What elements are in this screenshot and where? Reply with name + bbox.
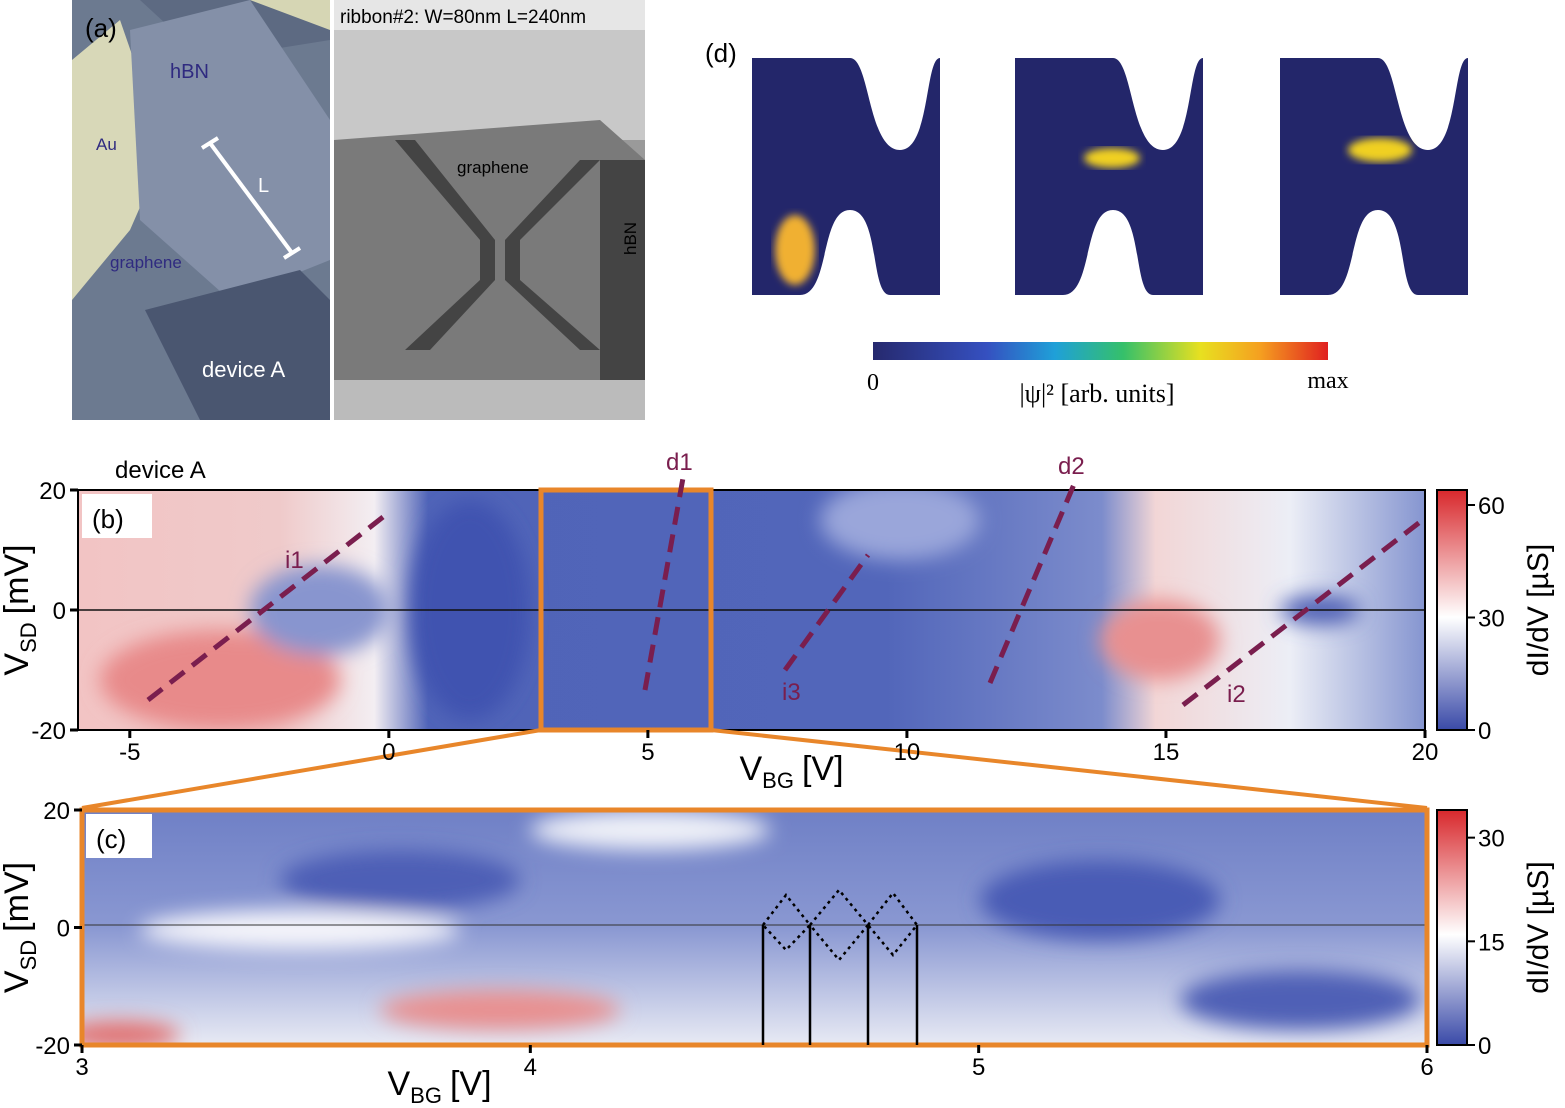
colorbar-min: 0	[867, 370, 879, 396]
annotation: d2	[1058, 453, 1085, 480]
panel-label: (c)	[96, 824, 126, 854]
colorbar-label: dI/dV [µS]	[1522, 544, 1555, 676]
label-main: V	[0, 653, 36, 676]
y-tick-label: 0	[53, 598, 66, 625]
label-unit: [mV]	[0, 544, 36, 614]
x-tick-label: 6	[1420, 1054, 1433, 1081]
afm-image	[334, 0, 645, 420]
zoom-connector	[81, 728, 542, 810]
x-tick-label: 5	[972, 1054, 985, 1081]
label-device: device A	[202, 357, 285, 382]
label-bg	[86, 814, 152, 858]
label-hbn: hBN	[170, 61, 209, 83]
label-sub: SD	[16, 622, 41, 653]
label-unit: [V]	[450, 1065, 492, 1103]
optical-image	[72, 0, 330, 420]
heatmap-c	[82, 810, 1427, 1045]
afm-graphene: graphene	[457, 158, 529, 177]
colorbar	[1436, 809, 1468, 1046]
panel-label: (b)	[92, 504, 124, 534]
zoom-box	[538, 487, 714, 733]
x-tick-label: 10	[894, 739, 921, 766]
colorbar-label: |ψ|² [arb. units]	[1019, 379, 1174, 408]
panel-label: (a)	[85, 13, 117, 43]
zoom-connector	[710, 728, 1428, 810]
colorbar-tick-label: 15	[1478, 929, 1505, 956]
label-unit: [mV]	[0, 862, 36, 932]
x-tick-label: 3	[75, 1054, 88, 1081]
label-sub: BG	[762, 768, 794, 793]
label-sub: SD	[16, 940, 41, 971]
colorbar-tick-label: 30	[1478, 826, 1505, 853]
colorbar-tick-label: 0	[1478, 718, 1491, 745]
annotations: d1 d2 i1 i2 i3	[285, 449, 1246, 708]
ylabel-label: VSD [mV]	[0, 862, 41, 993]
y-tick-label: 20	[43, 798, 70, 825]
xlabel-label: VBG [V]	[387, 1065, 491, 1108]
label-graphene: graphene	[110, 253, 182, 272]
x-tick-label: 20	[1412, 739, 1439, 766]
heatmap-b	[78, 490, 1425, 730]
annotation: i3	[782, 679, 801, 706]
label-main: V	[0, 970, 36, 993]
label-main: V	[387, 1065, 410, 1103]
x-tick-label: 5	[641, 739, 654, 766]
y-tick-label: -20	[31, 718, 66, 745]
device-label: device A	[115, 457, 206, 484]
label-main: V	[739, 750, 762, 788]
x-tick-label: 15	[1153, 739, 1180, 766]
wavefunction-maps	[752, 58, 1468, 360]
x-tick-label: 0	[382, 739, 395, 766]
label-au: Au	[96, 135, 117, 154]
label-length: L	[258, 175, 269, 197]
label-sub: BG	[410, 1083, 442, 1108]
annotation: i1	[285, 547, 304, 574]
colorbar	[1436, 489, 1468, 731]
colorbar-label: dI/dV [µS]	[1522, 861, 1555, 993]
afm-hbn: hBN	[621, 222, 640, 255]
y-tick-label: -20	[35, 1033, 70, 1060]
diamonds	[761, 888, 919, 962]
panel-label: (d)	[705, 38, 737, 68]
period-lines	[761, 925, 919, 1045]
xlabel-label: VBG [V]	[739, 750, 843, 793]
x-tick-label: 4	[524, 1054, 537, 1081]
ylabel-label: VSD [mV]	[0, 544, 41, 675]
afm-caption: ribbon#2: W=80nm L=240nm	[340, 7, 586, 28]
label-unit: [V]	[802, 750, 844, 788]
colorbar-tick-label: 0	[1478, 1033, 1491, 1060]
y-tick-label: 0	[57, 916, 70, 943]
label-bg	[82, 494, 152, 538]
colorbar-max: max	[1307, 368, 1348, 394]
x-tick-label: -5	[119, 739, 140, 766]
colorbar-tick-label: 30	[1478, 606, 1505, 633]
guide-lines	[146, 477, 1422, 707]
y-tick-label: 20	[39, 478, 66, 505]
annotation: i2	[1227, 681, 1246, 708]
colorbar-tick-label: 60	[1478, 493, 1505, 520]
annotation: d1	[666, 449, 693, 476]
